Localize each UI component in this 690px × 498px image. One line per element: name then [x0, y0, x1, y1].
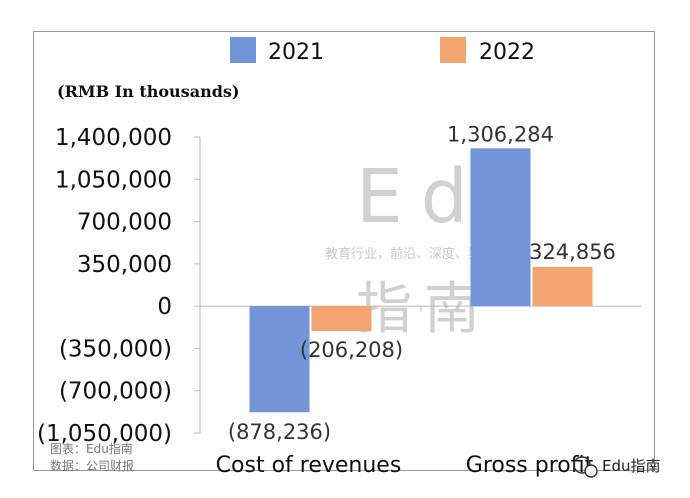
data-label-2022-0: (206,208)	[300, 338, 403, 362]
source-line-1: 图表：Edu指南	[50, 441, 133, 456]
brand-badge: Edu指南	[573, 456, 661, 478]
source-note: 图表：Edu指南 数据：公司财报	[50, 441, 134, 473]
chart-frame	[33, 31, 655, 471]
category-label-0: Cost of revenues	[216, 453, 402, 478]
legend: 2021 2022	[230, 37, 535, 65]
data-label-2021-0: (878,236)	[228, 420, 331, 444]
bar-2021-0	[249, 306, 310, 413]
source-line-2: 数据：公司财报	[50, 458, 134, 473]
y-tick-label: (1,050,000)	[37, 421, 172, 447]
y-axis: (1,050,000) (700,000) (350,000) 0 350,000 700…	[37, 125, 172, 447]
bars	[249, 148, 593, 413]
wechat-icon-bubble	[584, 464, 598, 478]
legend-swatch-2022	[440, 37, 466, 63]
data-label-2022-1: 324,856	[529, 240, 616, 264]
data-label-2021-1: 1,306,284	[447, 122, 554, 146]
y-tick-label: 1,400,000	[55, 125, 172, 151]
legend-label-2021: 2021	[268, 40, 324, 65]
y-tick-label: (700,000)	[59, 379, 172, 405]
unit-label: (RMB In thousands)	[57, 82, 239, 101]
y-tick-label: 350,000	[77, 252, 172, 278]
y-tick-label: 0	[157, 294, 172, 320]
x-axis: Cost of revenues Gross profit	[216, 453, 594, 478]
legend-label-2022: 2022	[479, 40, 535, 65]
brand-text: Edu指南	[602, 457, 661, 475]
legend-swatch-2021	[230, 37, 256, 63]
bar-2022-0	[311, 306, 372, 332]
y-tick-label: 700,000	[77, 210, 172, 236]
data-labels: (878,236) (206,208) 1,306,284 324,856	[228, 122, 616, 444]
y-tick-label: 1,050,000	[55, 167, 172, 193]
bar-2021-1	[470, 148, 531, 307]
category-label-1: Gross profit	[466, 453, 594, 478]
watermark-tagline: 教育行业，前沿、深度、独家	[325, 246, 494, 262]
watermark-cn: 指南	[356, 277, 492, 342]
y-tick-label: (350,000)	[59, 336, 172, 362]
bar-2022-1	[532, 266, 593, 307]
